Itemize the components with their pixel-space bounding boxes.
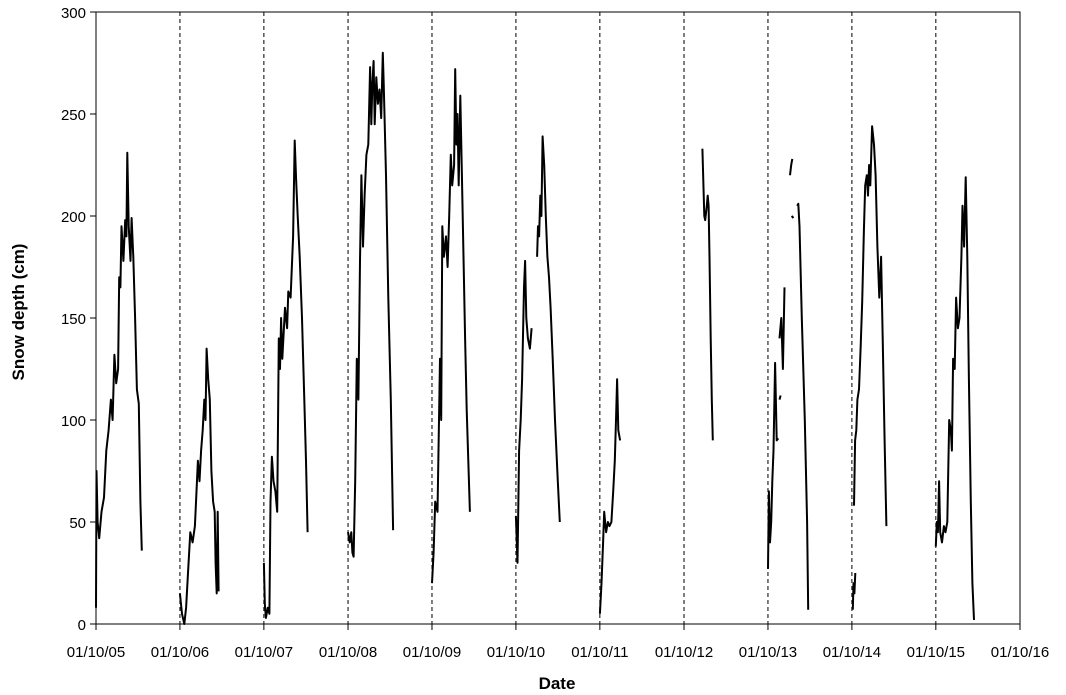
y-tick-label: 50 xyxy=(69,515,86,532)
series-line-segment xyxy=(851,572,857,610)
series-line-segment xyxy=(536,135,561,523)
y-tick-labels: 0 50 100 150 200 250 300 xyxy=(61,5,96,634)
series-line-segment xyxy=(778,287,786,370)
x-tick-label: 01/10/05 xyxy=(67,644,125,661)
snow-depth-series xyxy=(95,51,975,625)
series-line-segment xyxy=(95,151,143,608)
y-tick-label: 300 xyxy=(61,5,86,22)
y-axis-title: Snow depth (cm) xyxy=(9,244,28,381)
series-line-segment xyxy=(796,202,810,610)
x-tick-label: 01/10/11 xyxy=(571,644,628,661)
series-line-segment xyxy=(514,259,533,564)
series-line-segment xyxy=(934,176,975,620)
series-line-segment xyxy=(701,148,714,441)
x-tick-labels: 01/10/05 01/10/06 01/10/07 01/10/08 01/10/09… xyxy=(67,624,1049,661)
series-line-segment xyxy=(790,215,795,219)
series-line-segment xyxy=(853,125,888,527)
x-tick-label: 01/10/06 xyxy=(151,644,209,661)
y-tick-label: 200 xyxy=(61,209,86,226)
series-line-segment xyxy=(778,395,782,400)
season-separators xyxy=(179,12,937,624)
x-tick-label: 01/10/13 xyxy=(739,644,797,661)
series-line-segment xyxy=(598,378,622,614)
x-tick-label: 01/10/15 xyxy=(907,644,965,661)
x-tick-label: 01/10/16 xyxy=(991,644,1049,661)
x-tick-label: 01/10/09 xyxy=(403,644,461,661)
series-line-segment xyxy=(789,158,794,176)
series-line-segment xyxy=(347,51,395,558)
series-line-segment xyxy=(767,361,780,569)
x-tick-label: 01/10/12 xyxy=(655,644,713,661)
x-axis-title: Date xyxy=(539,674,576,693)
series-line-segment xyxy=(431,68,471,584)
y-tick-label: 250 xyxy=(61,107,86,124)
series-line-segment xyxy=(178,347,220,625)
x-tick-label: 01/10/08 xyxy=(319,644,377,661)
y-tick-label: 100 xyxy=(61,413,86,430)
x-tick-label: 01/10/10 xyxy=(487,644,545,661)
x-tick-label: 01/10/07 xyxy=(235,644,293,661)
x-tick-label: 01/10/14 xyxy=(823,644,881,661)
y-tick-label: 0 xyxy=(78,617,86,634)
y-tick-label: 150 xyxy=(61,311,86,328)
series-line-segment xyxy=(262,139,309,619)
